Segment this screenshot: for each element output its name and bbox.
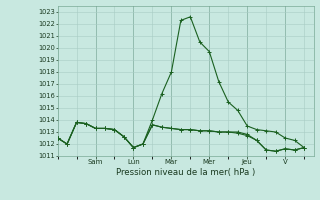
X-axis label: Pression niveau de la mer( hPa ): Pression niveau de la mer( hPa ) xyxy=(116,168,255,177)
